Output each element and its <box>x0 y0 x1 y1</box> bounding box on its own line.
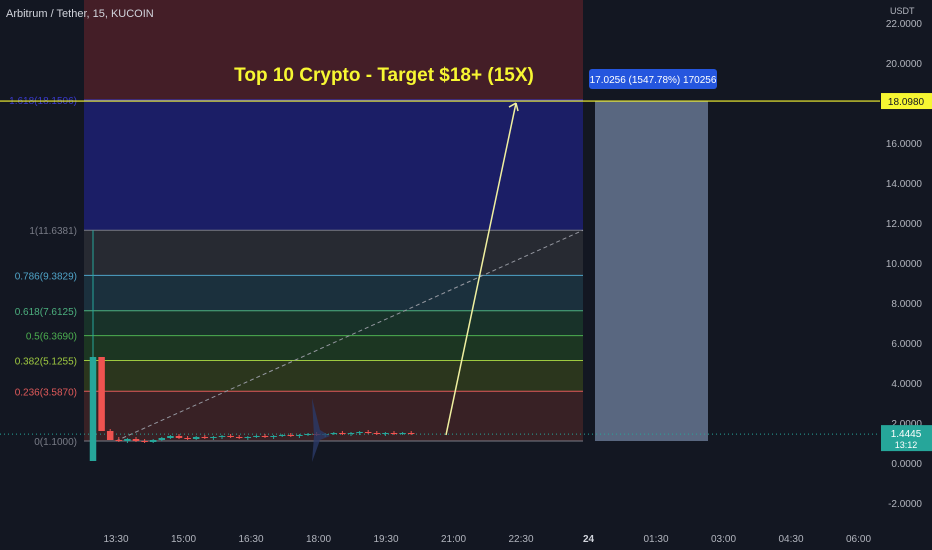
candle <box>390 433 398 434</box>
candle <box>210 437 217 438</box>
candle <box>124 439 131 441</box>
candle <box>201 437 209 438</box>
candle <box>399 433 406 434</box>
price-tick: 6.0000 <box>891 339 922 350</box>
candle <box>244 437 252 438</box>
candle <box>347 433 355 434</box>
fib-label-0.618: 0.618(7.6125) <box>15 307 77 318</box>
time-tick: 16:30 <box>238 534 263 545</box>
price-tick: 14.0000 <box>886 179 923 190</box>
candle <box>227 436 234 437</box>
candle <box>356 432 363 433</box>
countdown-label: 13:12 <box>895 440 918 450</box>
fib-zone-extension-top <box>84 0 583 100</box>
time-tick: 13:30 <box>103 534 128 545</box>
currency-label: USDT <box>890 6 915 16</box>
price-tick: 20.0000 <box>886 59 923 70</box>
price-tick: 22.0000 <box>886 19 923 30</box>
price-tick: 10.0000 <box>886 259 923 270</box>
time-axis-panel <box>0 525 932 550</box>
candle <box>330 433 338 434</box>
fib-label-0.5: 0.5(6.3690) <box>26 332 77 343</box>
candle <box>115 440 123 441</box>
time-tick: 04:30 <box>778 534 803 545</box>
candle <box>98 357 105 431</box>
last-price-tag <box>881 425 932 452</box>
time-tick: 24 <box>583 534 595 545</box>
price-range-measure[interactable]: 17.0256 (1547.78%) 170256 <box>589 69 717 441</box>
symbol-title: Arbitrum / Tether, 15, KUCOIN <box>6 8 154 20</box>
candle <box>287 435 295 436</box>
fib-label-0: 0(1.1000) <box>34 437 77 448</box>
fib-zone-0.786 <box>84 275 583 311</box>
time-tick: 19:30 <box>373 534 398 545</box>
fib-trend-line <box>115 229 584 442</box>
price-tick: 4.0000 <box>891 379 922 390</box>
price-tick: 12.0000 <box>886 219 923 230</box>
candle <box>141 441 148 442</box>
fib-label-0.382: 0.382(5.1255) <box>15 356 77 367</box>
candle <box>382 433 389 434</box>
candle <box>192 437 200 439</box>
time-tick: 01:30 <box>643 534 668 545</box>
time-tick: 15:00 <box>171 534 196 545</box>
spike-shape <box>312 398 330 462</box>
fib-label-1: 1(11.6381) <box>29 226 77 237</box>
target-price-tag <box>881 93 932 110</box>
target-arrow-head <box>508 102 519 112</box>
candles <box>89 357 415 461</box>
price-tick: 2.0000 <box>891 419 922 430</box>
time-tick: 06:00 <box>846 534 871 545</box>
candle <box>373 433 381 434</box>
measure-label: 17.0256 (1547.78%) 170256 <box>590 75 717 86</box>
fib-zone-1 <box>84 230 583 276</box>
candle <box>89 357 97 461</box>
fib-zone-0.382 <box>84 360 583 392</box>
fib-label-0.786: 0.786(9.3829) <box>15 271 77 282</box>
candle <box>106 431 114 440</box>
candle <box>184 438 191 439</box>
price-axis[interactable]: USDT22.000020.000018.000016.000014.00001… <box>881 6 932 510</box>
target-arrow <box>445 102 517 436</box>
candle <box>261 436 269 437</box>
target-price-label: 18.0980 <box>888 97 925 108</box>
measure-box <box>595 101 708 441</box>
price-tick: 16.0000 <box>886 139 923 150</box>
drawings[interactable] <box>0 100 880 462</box>
candle <box>339 433 346 434</box>
price-tick: 0.0000 <box>891 459 922 470</box>
headline-text: Top 10 Crypto - Target $18+ (15X) <box>234 65 534 86</box>
candle <box>167 436 174 438</box>
candle <box>304 434 312 435</box>
fib-zone-0.5 <box>84 335 583 361</box>
candle <box>158 438 166 440</box>
candle <box>253 436 260 437</box>
candle <box>270 436 277 437</box>
candle <box>296 435 303 436</box>
candle <box>218 436 226 437</box>
fib-zone-0.618 <box>84 310 583 336</box>
candle <box>364 432 372 433</box>
time-tick: 21:00 <box>441 534 466 545</box>
candle <box>149 440 157 442</box>
candle <box>278 435 286 436</box>
candle <box>235 437 243 438</box>
annotations: Top 10 Crypto - Target $18+ (15X) <box>234 65 534 86</box>
fib-zone-1.618 <box>84 99 583 231</box>
time-tick: 22:30 <box>508 534 533 545</box>
last-price-label: 1.4445 <box>891 429 922 440</box>
time-tick: 03:00 <box>711 534 736 545</box>
time-tick: 18:00 <box>306 534 331 545</box>
price-tick: 8.0000 <box>891 299 922 310</box>
price-tick: -2.0000 <box>888 499 922 510</box>
fib-label-0.236: 0.236(3.5870) <box>15 387 77 398</box>
time-axis[interactable]: 13:30 15:00 16:30 18:00 19:30 21:00 22:30 24 01:… <box>103 534 871 545</box>
measure-label-bg <box>589 69 717 89</box>
candle <box>175 436 183 438</box>
candle <box>132 439 140 441</box>
candle <box>407 433 415 434</box>
